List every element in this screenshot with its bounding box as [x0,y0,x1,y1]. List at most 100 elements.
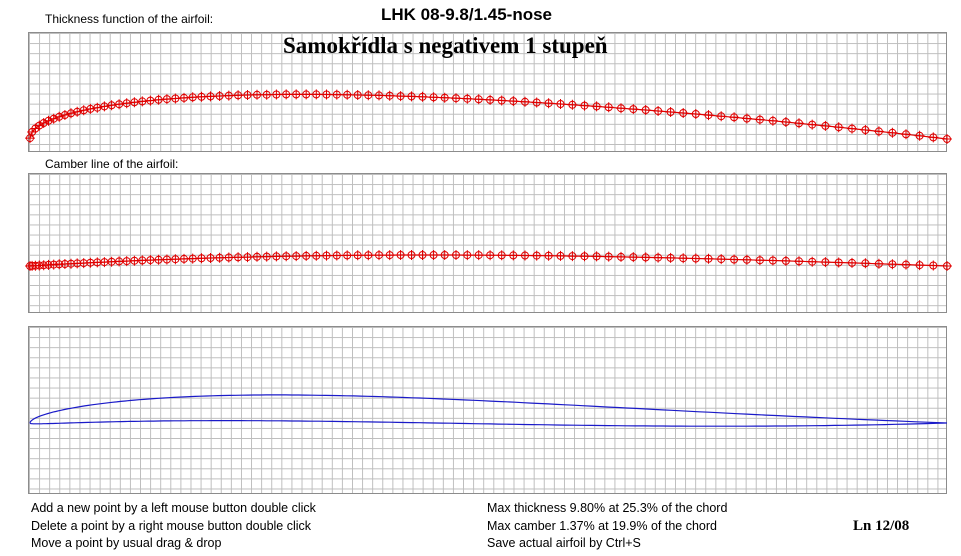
thickness-point[interactable] [754,114,765,125]
camber-point[interactable] [567,251,578,262]
camber-point[interactable] [640,252,651,263]
thickness-point[interactable] [54,111,65,122]
thickness-point[interactable] [640,105,651,115]
thickness-point[interactable] [665,107,676,117]
camber-point[interactable] [833,257,844,268]
thickness-point[interactable] [690,109,701,119]
camber-point[interactable] [417,250,428,260]
thickness-point[interactable] [252,89,262,100]
camber-point[interactable] [271,251,282,262]
thickness-point[interactable] [363,90,374,101]
camber-point[interactable] [261,251,272,262]
camber-point[interactable] [187,253,198,264]
camber-point[interactable] [847,257,857,268]
camber-point[interactable] [196,253,207,264]
camber-point[interactable] [223,252,234,263]
thickness-point[interactable] [153,94,164,105]
camber-point[interactable] [291,251,302,262]
thickness-point[interactable] [653,106,664,116]
thickness-point[interactable] [741,113,752,124]
thickness-point[interactable] [833,122,844,133]
camber-point[interactable] [860,258,871,269]
thickness-point[interactable] [485,94,496,105]
thickness-point[interactable] [729,112,740,123]
thickness-point[interactable] [223,90,234,101]
camber-point[interactable] [242,252,253,263]
camber-panel[interactable] [25,173,952,313]
thickness-point[interactable] [603,102,614,113]
camber-point[interactable] [820,257,831,268]
thickness-point[interactable] [384,90,395,101]
thickness-point[interactable] [531,97,542,108]
thickness-point[interactable] [242,90,253,100]
thickness-point[interactable] [887,127,898,138]
thickness-point[interactable] [301,89,312,100]
camber-point[interactable] [901,259,911,270]
camber-point[interactable] [395,250,406,260]
thickness-point[interactable] [281,89,292,100]
camber-point[interactable] [873,258,884,269]
camber-point[interactable] [914,260,925,271]
camber-point[interactable] [451,250,461,260]
thickness-point[interactable] [205,91,216,102]
thickness-point[interactable] [214,91,225,101]
thickness-point[interactable] [179,92,189,103]
camber-point[interactable] [321,250,332,261]
camber-point[interactable] [603,251,614,262]
camber-point[interactable] [665,252,676,263]
camber-point[interactable] [508,250,519,261]
camber-point[interactable] [543,250,554,261]
thickness-plot[interactable] [25,33,952,153]
camber-point[interactable] [352,250,363,261]
thickness-point[interactable] [137,96,148,107]
camber-point[interactable] [473,250,484,261]
thickness-point[interactable] [196,91,207,102]
thickness-point[interactable] [847,123,857,134]
camber-point[interactable] [205,253,216,263]
thickness-point[interactable] [43,115,54,126]
camber-point[interactable] [741,254,752,265]
camber-point[interactable] [887,259,898,270]
thickness-point[interactable] [145,95,156,106]
camber-point[interactable] [653,252,664,263]
thickness-panel[interactable] [25,32,952,153]
camber-point[interactable] [716,254,727,265]
camber-point[interactable] [233,252,244,263]
thickness-point[interactable] [901,129,911,140]
thickness-point[interactable] [703,110,714,121]
camber-point[interactable] [767,255,778,266]
camber-point[interactable] [462,250,473,261]
camber-point[interactable] [780,255,791,266]
camber-point[interactable] [555,250,566,261]
thickness-point[interactable] [520,96,530,107]
camber-point[interactable] [179,253,189,264]
thickness-point[interactable] [807,119,818,130]
thickness-point[interactable] [129,97,140,108]
camber-point[interactable] [301,250,312,261]
thickness-point[interactable] [161,94,172,105]
camber-point[interactable] [794,256,804,267]
camber-point[interactable] [214,252,225,263]
camber-point[interactable] [703,253,714,264]
thickness-point[interactable] [555,99,566,109]
thickness-point[interactable] [462,93,473,104]
thickness-point[interactable] [780,117,791,127]
camber-point[interactable] [342,250,353,261]
thickness-point[interactable] [767,115,778,126]
thickness-point[interactable] [794,118,804,129]
camber-point[interactable] [942,261,952,271]
camber-point[interactable] [485,250,496,261]
thickness-point[interactable] [678,108,689,118]
thickness-point[interactable] [942,134,952,144]
thickness-point[interactable] [311,89,322,100]
thickness-point[interactable] [342,89,353,100]
thickness-point[interactable] [417,91,428,102]
thickness-point[interactable] [48,113,59,124]
thickness-point[interactable] [352,90,363,100]
thickness-point[interactable] [428,92,439,103]
thickness-point[interactable] [406,91,417,102]
thickness-point[interactable] [716,111,727,122]
thickness-point[interactable] [121,98,132,109]
camber-point[interactable] [520,250,530,261]
thickness-point[interactable] [170,93,181,104]
